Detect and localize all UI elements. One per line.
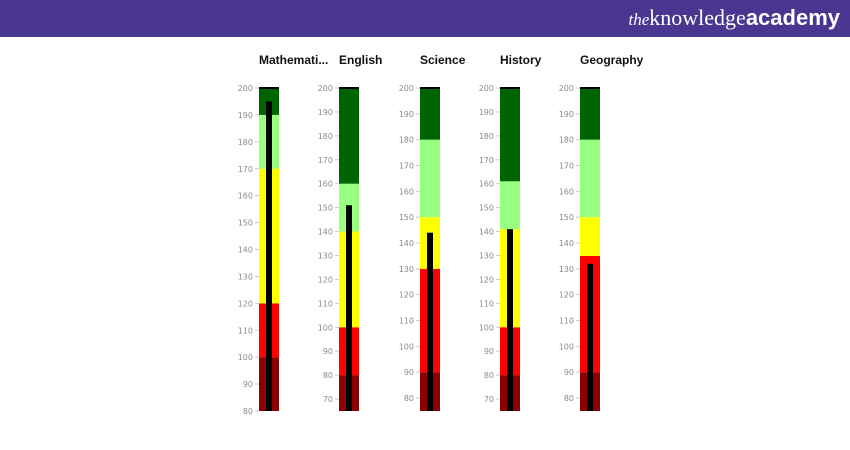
- tick-label: 140: [238, 246, 253, 255]
- tick-label: 170: [559, 162, 574, 171]
- tick-label: 80: [484, 371, 494, 380]
- range-band: [500, 88, 520, 182]
- tick-label: 140: [479, 228, 494, 237]
- tick-label: 80: [323, 371, 333, 380]
- tick-label: 200: [399, 84, 414, 93]
- header-banner: theknowledgeacademy: [0, 0, 850, 37]
- bar-title: English: [339, 53, 382, 67]
- tick-label: 190: [559, 110, 574, 119]
- measure-bar: [266, 101, 272, 411]
- tick-label: 170: [479, 156, 494, 165]
- bullet-bar-1: Mathemati... 200 190 180 170 160 150 140 130 120 1…: [238, 53, 329, 416]
- tick-label: 80: [564, 394, 574, 403]
- tick-label: 190: [399, 110, 414, 119]
- range-band: [259, 88, 279, 115]
- tick-label: 70: [484, 395, 494, 404]
- tick-label: 200: [479, 84, 494, 93]
- tick-label: 110: [238, 326, 253, 335]
- bullet-bar-3: Science 200 190 180 170 160 150 140 130 120 110 100…: [399, 53, 466, 411]
- tick-label: 90: [564, 368, 574, 377]
- bullet-bar-4: History 200 190 180 170 160 150 140 130 120 110 100…: [479, 53, 542, 411]
- tick-label: 90: [484, 347, 494, 356]
- measure-bar: [346, 205, 352, 411]
- tick-label: 110: [559, 317, 574, 326]
- tick-label: 120: [238, 299, 253, 308]
- tick-label: 160: [399, 187, 414, 196]
- bullet-bar-5: Geography 200 190 180 170 160 150 140 130 120 110 1…: [559, 53, 644, 411]
- tick-label: 90: [243, 380, 253, 389]
- tick-label: 120: [399, 291, 414, 300]
- tick-label: 80: [404, 394, 414, 403]
- tick-label: 200: [238, 84, 253, 93]
- tick-label: 120: [479, 275, 494, 284]
- tick-label: 130: [479, 251, 494, 260]
- range-band: [420, 139, 440, 218]
- tick-label: 190: [479, 108, 494, 117]
- tick-label: 170: [318, 156, 333, 165]
- bar-title: Geography: [580, 53, 644, 67]
- tick-label: 140: [318, 228, 333, 237]
- tick-label: 70: [323, 395, 333, 404]
- tick-label: 110: [318, 299, 333, 308]
- range-band: [580, 217, 600, 256]
- tick-label: 160: [479, 180, 494, 189]
- tick-label: 180: [238, 138, 253, 147]
- tick-label: 100: [238, 353, 253, 362]
- tick-label: 90: [404, 368, 414, 377]
- tick-label: 140: [399, 239, 414, 248]
- tick-label: 100: [318, 323, 333, 332]
- bar-title: Mathemati...: [259, 53, 328, 67]
- tick-label: 100: [399, 342, 414, 351]
- measure-bar: [427, 232, 433, 411]
- tick-label: 150: [399, 213, 414, 222]
- tick-label: 200: [559, 84, 574, 93]
- tick-label: 110: [399, 317, 414, 326]
- tick-label: 190: [238, 111, 253, 120]
- tick-label: 180: [479, 132, 494, 141]
- range-band: [420, 88, 440, 140]
- range-band: [339, 88, 359, 184]
- range-band: [580, 139, 600, 218]
- tick-label: 130: [318, 251, 333, 260]
- tick-label: 160: [238, 192, 253, 201]
- tick-label: 130: [559, 265, 574, 274]
- tick-label: 120: [318, 275, 333, 284]
- tick-label: 140: [559, 239, 574, 248]
- brand-logo-knowledge: knowledge: [649, 5, 746, 30]
- tick-label: 150: [479, 204, 494, 213]
- bar-title: Science: [420, 53, 466, 67]
- measure-bar: [507, 229, 513, 411]
- tick-label: 150: [559, 213, 574, 222]
- tick-label: 110: [479, 299, 494, 308]
- tick-label: 160: [559, 187, 574, 196]
- bullet-chart: Mathemati... 200 190 180 170 160 150 140 130 120 1…: [238, 53, 644, 416]
- range-band: [500, 181, 520, 230]
- tick-label: 90: [323, 347, 333, 356]
- tick-label: 200: [318, 84, 333, 93]
- tick-label: 190: [318, 108, 333, 117]
- range-band: [580, 88, 600, 140]
- tick-label: 80: [243, 407, 253, 416]
- bullet-bar-2: English 200 190 180 170 160 150 140 130 120 110 100…: [318, 53, 382, 411]
- bar-title: History: [500, 53, 542, 67]
- tick-label: 180: [559, 136, 574, 145]
- tick-label: 150: [318, 204, 333, 213]
- tick-label: 180: [399, 136, 414, 145]
- tick-label: 130: [399, 265, 414, 274]
- tick-label: 130: [238, 272, 253, 281]
- measure-bar: [587, 263, 593, 411]
- tick-label: 100: [559, 342, 574, 351]
- brand-logo-academy: academy: [745, 5, 840, 30]
- tick-label: 180: [318, 132, 333, 141]
- tick-label: 120: [559, 291, 574, 300]
- tick-label: 170: [399, 162, 414, 171]
- tick-label: 100: [479, 323, 494, 332]
- tick-label: 150: [238, 219, 253, 228]
- brand-logo-the: the: [628, 10, 650, 29]
- brand-logo[interactable]: theknowledgeacademy: [629, 4, 841, 34]
- tick-label: 160: [318, 180, 333, 189]
- tick-label: 170: [238, 165, 253, 174]
- bullet-chart-area: Mathemati... 200 190 180 170 160 150 140 130 120 1…: [0, 37, 850, 450]
